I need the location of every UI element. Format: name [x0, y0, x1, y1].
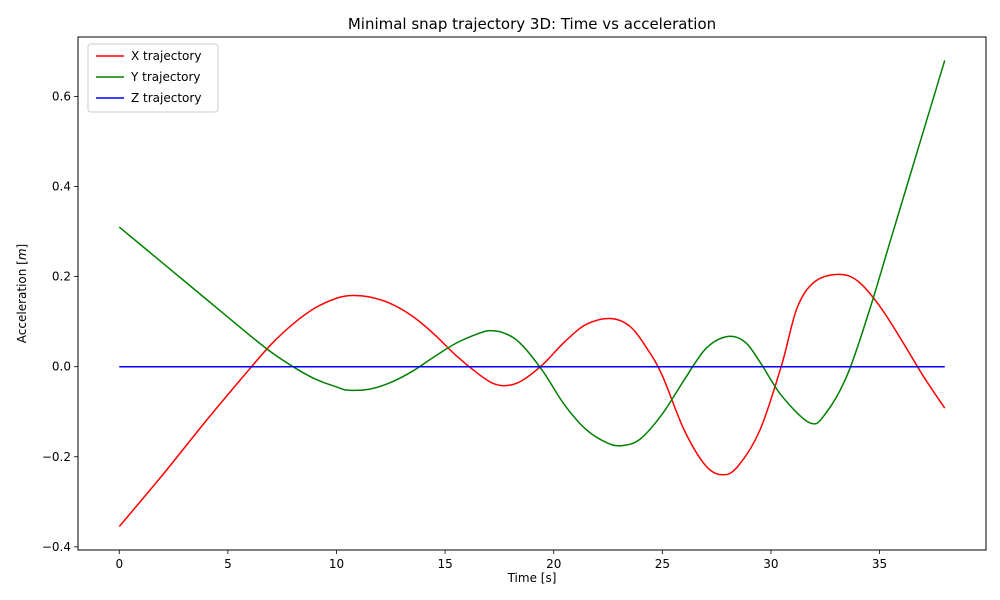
x-axis-ticks: 0 5 10 15 20 25 30 35	[115, 550, 887, 571]
y-tick-label: 0.0	[52, 360, 71, 374]
x-tick-label: 20	[546, 557, 561, 571]
x-tick-label: 30	[763, 557, 778, 571]
series-line-2	[118, 60, 946, 447]
y-tick-label: 0.6	[52, 89, 71, 103]
series-line-1	[118, 273, 946, 528]
y-axis-ticks: −0.4 −0.2 0.0 0.2 0.4 0.6	[42, 89, 78, 554]
y-axis-label-unit: m	[15, 248, 29, 260]
x-tick-label: 35	[872, 557, 887, 571]
legend-label-2: Y trajectory	[130, 70, 201, 84]
x-tick-label: 5	[224, 557, 232, 571]
chart-title: Minimal snap trajectory 3D: Time vs acce…	[348, 15, 716, 33]
x-tick-label: 0	[115, 557, 123, 571]
legend-label-1: X trajectory	[131, 49, 201, 63]
x-tick-label: 15	[437, 557, 452, 571]
legend: X trajectory Y trajectory Z trajectory	[87, 43, 219, 113]
x-tick-label: 10	[329, 557, 344, 571]
y-tick-label: −0.4	[42, 540, 71, 554]
plot-frame	[77, 36, 987, 551]
legend-box	[87, 43, 219, 113]
y-axis-label-suffix: ]	[15, 244, 29, 249]
y-axis-label: Acceleration [m]	[15, 244, 29, 343]
x-axis-label: Time [s]	[507, 571, 557, 585]
y-tick-label: 0.2	[52, 270, 71, 284]
y-tick-label: −0.2	[42, 450, 71, 464]
legend-label-3: Z trajectory	[131, 91, 201, 105]
y-axis-label-prefix: Acceleration [	[15, 260, 29, 343]
x-tick-label: 25	[655, 557, 670, 571]
y-tick-label: 0.4	[52, 180, 71, 194]
series-layer	[118, 60, 946, 528]
